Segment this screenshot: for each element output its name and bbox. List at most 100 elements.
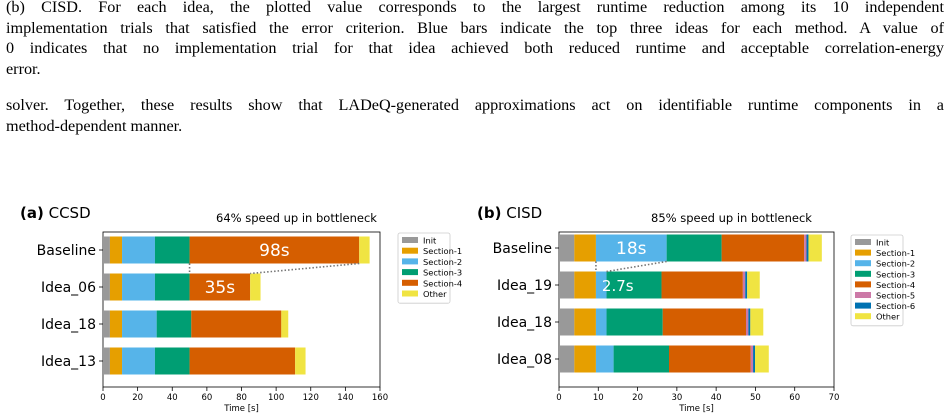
- bar-segment-init: [103, 273, 110, 301]
- bar-segment-section-3: [666, 234, 722, 262]
- y-tick-label: Idea_13: [41, 354, 96, 370]
- legend-label: Section-4: [423, 278, 462, 288]
- bar-segment-section-1: [109, 273, 123, 301]
- bar-segment-init: [103, 310, 110, 338]
- legend-label: Other: [876, 312, 900, 322]
- bar-segment-section-1: [574, 271, 596, 299]
- legend-label: Section-3: [423, 268, 462, 278]
- x-tick-label: 160: [372, 393, 388, 403]
- y-tick-label: Idea_08: [497, 352, 552, 368]
- bar-segment-section-5: [742, 271, 746, 299]
- legend-label: Section-4: [876, 280, 915, 290]
- legend-swatch: [855, 239, 871, 245]
- bar-segment-section-4: [189, 347, 296, 375]
- x-tick-label: 40: [167, 393, 178, 403]
- x-tick-label: 0: [556, 393, 561, 403]
- legend-label: Section-5: [876, 291, 915, 301]
- panel-name: CISD: [501, 204, 542, 222]
- x-tick-label: 30: [671, 393, 682, 403]
- x-tick-label: 20: [632, 393, 643, 403]
- bar-segment-init: [559, 308, 575, 336]
- bar-segment-other: [250, 273, 261, 301]
- x-axis-label: Time [s]: [223, 404, 259, 414]
- legend-label: Section-2: [876, 259, 915, 269]
- panel-title: (a) CCSD: [20, 204, 91, 222]
- bar-segment-section-5: [746, 308, 749, 336]
- bar-segment-section-3: [154, 236, 190, 264]
- legend-swatch: [855, 302, 871, 309]
- bar-segment-section-2: [595, 271, 607, 299]
- y-tick-label: Idea_18: [497, 315, 552, 331]
- body-paragraph: solver. Together, these results show tha…: [6, 95, 944, 136]
- body-line: solver. Together, these results show tha…: [6, 96, 944, 114]
- caption-line: (b) CISD. For each idea, the plotted val…: [6, 0, 944, 16]
- legend-swatch: [855, 270, 871, 277]
- bar-segment-section-2: [595, 234, 667, 262]
- caption-line: error.: [6, 59, 41, 78]
- legend-swatch: [855, 260, 871, 267]
- bar-segment-other: [295, 347, 306, 375]
- speedup-annotation: 64% speed up in bottleneck: [216, 211, 377, 225]
- bar-segment-section-3: [154, 273, 190, 301]
- bar-segment-section-3: [156, 310, 192, 338]
- bar-value-label: 2.7s: [602, 277, 634, 295]
- y-tick-label: Baseline: [493, 241, 552, 257]
- x-tick-label: 80: [236, 393, 247, 403]
- bar-segment-section-6: [748, 308, 751, 336]
- x-tick-label: 20: [132, 393, 143, 403]
- bar-segment-init: [559, 345, 575, 373]
- legend-label: Section-1: [876, 248, 915, 258]
- y-tick-label: Baseline: [37, 243, 96, 259]
- bar-segment-section-4: [189, 273, 251, 301]
- legend-swatch: [402, 237, 418, 243]
- legend-swatch: [402, 258, 418, 265]
- bar-segment-section-1: [109, 347, 123, 375]
- legend-swatch: [855, 249, 871, 256]
- x-tick-label: 100: [268, 393, 284, 403]
- bar-segment-section-3: [606, 308, 663, 336]
- bar-segment-init: [103, 236, 110, 264]
- bar-segment-section-4: [661, 271, 743, 299]
- bar-segment-section-3: [606, 271, 662, 299]
- legend-label: Section-3: [876, 269, 915, 279]
- x-tick-label: 10: [593, 393, 604, 403]
- legend-swatch: [402, 279, 418, 286]
- x-tick-label: 120: [303, 393, 319, 403]
- legend-swatch: [402, 247, 418, 254]
- bar-segment-section-6: [806, 234, 809, 262]
- bar-segment-section-2: [122, 310, 157, 338]
- caption-line: implementation trials that satisfied the…: [6, 18, 944, 37]
- bar-segment-section-6: [753, 345, 756, 373]
- x-tick-label: 50: [750, 393, 761, 403]
- bar-segment-other: [808, 234, 822, 262]
- caption-line: 0 indicates that no implementation trial…: [6, 39, 944, 57]
- bar-segment-section-4: [662, 308, 746, 336]
- x-tick-label: 70: [829, 393, 840, 403]
- chart-panel-cisd: (b) CISD 85% speed up in bottleneck Baseli…: [477, 204, 915, 414]
- x-tick-label: 140: [337, 393, 353, 403]
- bar-segment-section-1: [109, 310, 123, 338]
- bar-segment-other: [747, 271, 760, 299]
- bar-value-label: 18s: [616, 239, 647, 259]
- bar-segment-section-2: [122, 236, 155, 264]
- bar-segment-section-5: [750, 345, 754, 373]
- legend-label: Init: [876, 238, 890, 248]
- panel-label: (b): [477, 204, 501, 222]
- bar-value-label: 35s: [205, 278, 236, 298]
- chart-panel-ccsd: (a) CCSD 64% speed up in bottleneck Baseli…: [20, 204, 462, 414]
- bar-value-label: 98s: [259, 241, 290, 261]
- zoom-guide-line: [606, 260, 667, 273]
- bar-segment-init: [103, 347, 110, 375]
- body-line: method-dependent manner.: [6, 116, 183, 135]
- bar-segment-section-4: [669, 345, 751, 373]
- bar-segment-other: [281, 310, 289, 338]
- bar-segment-section-1: [574, 308, 596, 336]
- legend-swatch: [402, 269, 418, 276]
- legend-swatch: [855, 313, 871, 320]
- x-axis-label: Time [s]: [678, 404, 714, 414]
- x-tick-label: 0: [100, 393, 105, 403]
- bar-segment-other: [359, 236, 370, 264]
- x-tick-label: 60: [789, 393, 800, 403]
- x-tick-label: 60: [201, 393, 212, 403]
- panel-label: (a): [20, 204, 44, 222]
